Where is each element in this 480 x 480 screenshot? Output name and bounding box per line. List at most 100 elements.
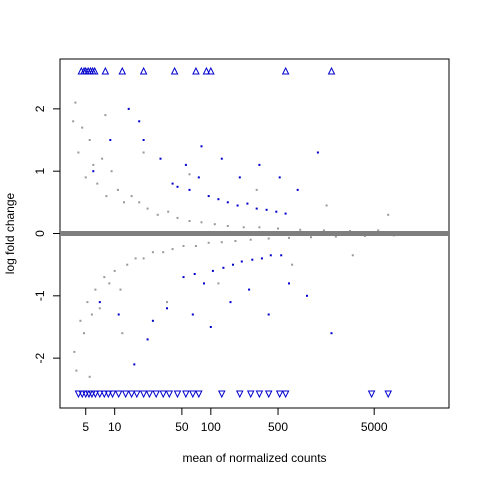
x-tick-label: 10 [108,420,122,434]
nonsignificant-point [123,201,125,204]
significant-point [197,176,200,179]
significant-point [316,151,319,154]
nonsignificant-point [110,170,113,173]
nonsignificant-point [104,114,107,117]
significant-point [98,301,101,304]
significant-point [109,139,112,141]
nonsignificant-point [217,282,220,285]
significant-point [92,170,95,173]
clipped-down-triangle [217,390,226,399]
nonsignificant-point [176,216,179,219]
clipped-down-triangle [108,390,117,399]
nonsignificant-point [142,151,145,154]
nonsignificant-point [84,176,87,179]
significant-point [188,188,191,191]
y-axis-title: log fold change [3,192,17,274]
significant-point [182,276,185,279]
clipped-down-triangle [182,390,190,399]
x-tick-label: 5 [82,420,89,434]
nonsignificant-point [74,101,77,104]
x-tick-label: 100 [201,420,221,434]
nonsignificant-point [75,369,78,372]
clipped-down-triangle [159,390,168,399]
nonsignificant-point [119,288,122,291]
clipped-up-triangle [170,66,179,75]
significant-point [226,201,229,204]
nonsignificant-point [299,228,302,231]
significant-point [306,294,308,297]
nonsignificant-point [166,301,168,304]
significant-point [248,288,251,291]
nonsignificant-point [234,240,237,242]
nonsignificant-point [108,282,111,285]
significant-point [217,198,220,201]
clipped-down-triangle [133,390,141,399]
clipped-up-triangle [101,66,110,75]
nonsignificant-point [86,301,89,304]
significant-point [211,269,214,272]
clipped-down-triangle [255,390,264,399]
clipped-down-triangle [281,390,290,399]
significant-point [220,157,223,160]
clipped-down-triangle [139,390,148,399]
nonsignificant-point [101,157,104,160]
nonsignificant-point [220,241,223,244]
clipped-down-triangle [104,390,113,399]
nonsignificant-point [288,236,290,239]
significant-point [255,207,258,210]
nonsignificant-point [387,213,390,216]
nonsignificant-point [226,225,229,227]
nonsignificant-point [291,263,294,266]
clipped-down-triangle [246,390,255,399]
clipped-down-triangle [189,390,197,399]
nonsignificant-point [334,235,337,238]
nonsignificant-point [73,350,76,353]
nonsignificant-point [77,151,80,154]
significant-point [284,212,287,215]
nonsignificant-point [116,188,119,191]
significant-point [209,326,212,328]
clipped-down-triangle [384,390,393,399]
clipped-down-triangle [235,390,244,399]
x-axis-title: mean of normalized counts [182,451,326,465]
axes-layer: 5 10 50 100 500 5000 -2 -1 0 1 2 [33,58,450,434]
nonsignificant-point [325,204,328,207]
significant-point [265,208,268,211]
points-layer [60,66,449,399]
nonsignificant-point [90,313,93,316]
clipped-down-triangle [275,390,284,399]
clipped-up-triangle [90,66,99,75]
significant-point [278,176,281,179]
labels-layer: mean of normalized counts log fold chang… [3,192,327,465]
clipped-up-triangle [118,66,127,75]
significant-point [275,210,278,213]
nonsignificant-point [207,241,210,244]
clipped-up-triangle [281,66,290,75]
significant-point [280,254,283,257]
clipped-down-triangle [264,390,273,399]
significant-point [127,107,130,110]
significant-point [288,282,290,285]
nonsignificant-point [167,210,170,213]
significant-point [146,338,149,341]
significant-point [238,176,241,179]
clipped-down-triangle [165,390,174,399]
clipped-up-triangle [139,66,148,75]
significant-point [207,195,210,198]
nonsignificant-point [188,220,191,222]
clipped-down-triangle [195,390,203,399]
significant-point [117,313,120,316]
nonsignificant-point [171,248,174,251]
significant-point [193,273,196,275]
nonsignificant-point [81,126,84,129]
clipped-down-triangle [173,390,182,399]
significant-point [203,282,205,285]
y-tick-label: -1 [33,290,47,301]
significant-point [258,163,261,166]
nonsignificant-point [83,332,85,335]
clipped-up-triangle [327,66,336,75]
nonsignificant-point [255,188,258,191]
nonsignificant-point [79,319,82,322]
significant-point [166,307,168,310]
